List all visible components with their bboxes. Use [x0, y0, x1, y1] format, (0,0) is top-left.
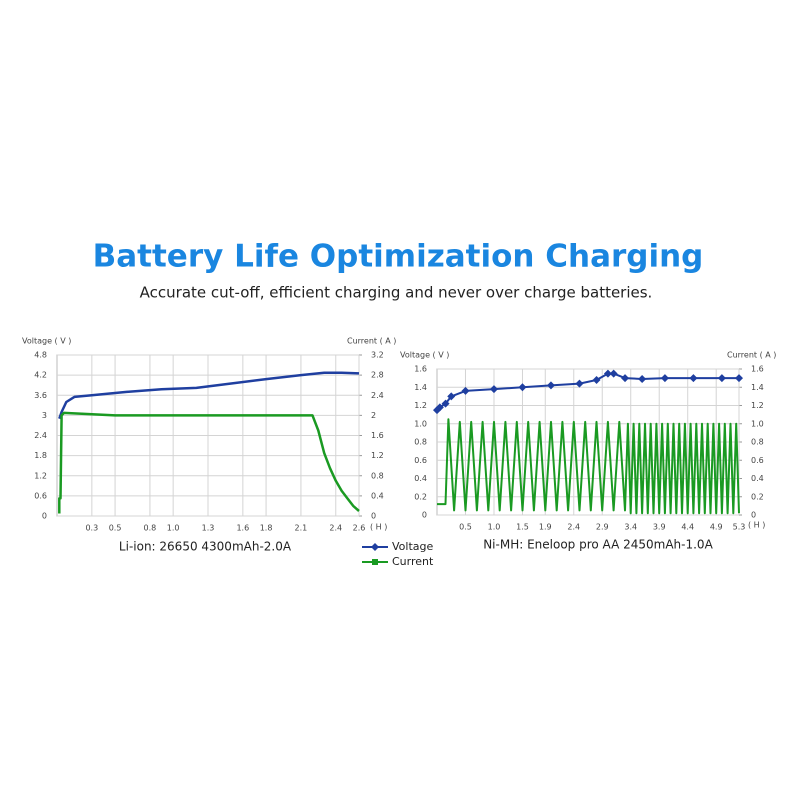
y2-tick-label: 3.2	[371, 351, 384, 360]
marker	[609, 369, 618, 378]
y2-tick-label: 0	[751, 511, 756, 520]
marker	[717, 374, 726, 383]
x-tick-label: 0.8	[144, 524, 157, 533]
y-tick-label: 1.2	[34, 471, 47, 480]
marker	[592, 375, 601, 384]
y-tick-label: 0.2	[414, 492, 427, 501]
y-tick-label: 0.6	[34, 491, 47, 500]
y-tick-label: 2.4	[34, 431, 47, 440]
y-tick-label: 0.4	[414, 474, 427, 483]
x-unit: ( H )	[370, 523, 387, 532]
series-line	[58, 411, 360, 514]
x-tick-label: 5.3	[733, 523, 746, 532]
y-tick-label: 0	[422, 511, 427, 520]
x-tick-label: 0.5	[459, 523, 472, 532]
y-tick-label: 1.0	[414, 419, 427, 428]
y-tick-label: 1.4	[414, 383, 427, 392]
x-tick-label: 1.0	[488, 523, 501, 532]
y2-tick-label: 0	[371, 512, 376, 521]
y-axis-title: Voltage ( V )	[22, 337, 71, 346]
chart-caption: Li-ion: 26650 4300mAh-2.0A	[119, 540, 292, 554]
y-tick-label: 1.2	[414, 401, 427, 410]
marker	[461, 386, 470, 395]
y2-tick-label: 2.8	[371, 371, 384, 380]
y2-tick-label: 0.6	[751, 456, 764, 465]
y-tick-label: 4.8	[34, 351, 47, 360]
x-tick-label: 1.9	[539, 523, 552, 532]
y2-tick-label: 0.8	[371, 471, 384, 480]
marker	[575, 379, 584, 388]
y2-tick-label: 0.4	[751, 474, 764, 483]
subtitle: Accurate cut-off, efficient charging and…	[140, 284, 653, 302]
marker	[441, 399, 450, 408]
x-tick-label: 1.8	[260, 524, 273, 533]
y2-tick-label: 0.4	[371, 491, 384, 500]
y2-tick-label: 1.2	[371, 451, 384, 460]
x-tick-label: 2.1	[295, 524, 308, 533]
y2-tick-label: 2.4	[371, 391, 384, 400]
x-tick-label: 2.4	[567, 523, 580, 532]
y-tick-label: 0	[42, 512, 47, 521]
legend-label: Voltage	[392, 540, 433, 553]
marker	[435, 403, 444, 412]
chart-caption: Ni-MH: Eneloop pro AA 2450mAh-1.0A	[483, 538, 713, 552]
x-tick-label: 0.5	[109, 524, 122, 533]
x-tick-label: 2.6	[353, 524, 366, 533]
y-tick-label: 4.2	[34, 371, 47, 380]
x-tick-label: 4.4	[681, 523, 694, 532]
x-tick-label: 3.9	[653, 523, 666, 532]
x-tick-label: 1.5	[516, 523, 529, 532]
x-tick-label: 3.4	[624, 523, 637, 532]
y2-tick-label: 1.4	[751, 383, 764, 392]
y2-tick-label: 0.2	[751, 492, 764, 501]
y-tick-label: 0.6	[414, 456, 427, 465]
y2-tick-label: 1.6	[751, 365, 764, 374]
x-tick-label: 1.6	[236, 524, 249, 533]
y2-tick-label: 1.6	[371, 431, 384, 440]
marker	[518, 383, 527, 392]
series-line	[58, 371, 360, 420]
marker	[660, 374, 669, 383]
y-tick-label: 3.6	[34, 391, 47, 400]
marker	[689, 374, 698, 383]
marker	[489, 385, 498, 394]
y2-axis-title: Current ( A )	[727, 351, 776, 360]
y-axis-title: Voltage ( V )	[400, 351, 449, 360]
y2-axis-title: Current ( A )	[347, 337, 396, 346]
title: Battery Life Optimization Charging	[93, 239, 704, 275]
y2-tick-label: 1.2	[751, 401, 764, 410]
x-tick-label: 2.4	[329, 524, 342, 533]
series-line	[437, 418, 740, 515]
y-tick-label: 1.6	[414, 365, 427, 374]
marker	[735, 374, 743, 383]
x-tick-label: 2.9	[596, 523, 609, 532]
marker	[371, 543, 379, 551]
legend-label: Current	[392, 555, 434, 568]
x-tick-label: 4.9	[710, 523, 723, 532]
marker	[638, 375, 647, 384]
y2-tick-label: 2	[371, 411, 376, 420]
marker	[546, 381, 555, 390]
marker	[603, 369, 612, 378]
x-tick-label: 1.0	[167, 524, 180, 533]
x-tick-label: 0.3	[85, 524, 98, 533]
marker	[372, 559, 378, 565]
y-tick-label: 0.8	[414, 438, 427, 447]
marker	[621, 374, 630, 383]
y-tick-label: 1.8	[34, 451, 47, 460]
y-tick-label: 3	[42, 411, 47, 420]
y2-tick-label: 0.8	[751, 438, 764, 447]
x-unit: ( H )	[748, 521, 765, 530]
y2-tick-label: 1.0	[751, 419, 764, 428]
marker	[447, 392, 456, 401]
x-tick-label: 1.3	[202, 524, 215, 533]
